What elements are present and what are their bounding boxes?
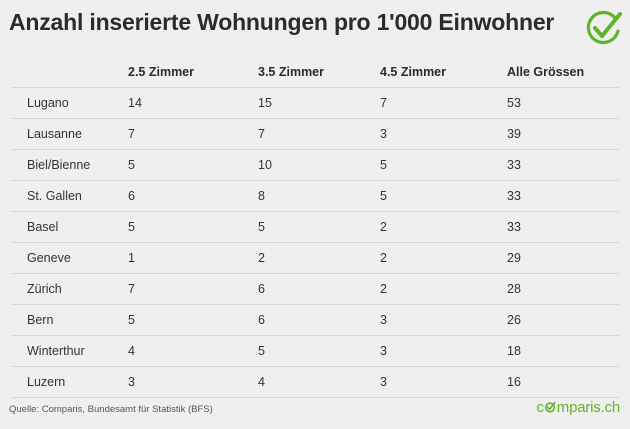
brand-check-o-icon xyxy=(545,401,556,413)
table-cell: 26 xyxy=(507,313,521,327)
table-cell: 33 xyxy=(507,220,521,234)
table-row: Basel 5 5 2 33 xyxy=(11,212,619,243)
column-header: 3.5 Zimmer xyxy=(258,65,325,79)
table-cell: 6 xyxy=(258,282,265,296)
row-label: Lugano xyxy=(27,96,69,110)
table-row: Luzern 3 4 3 16 xyxy=(11,367,619,398)
row-label: Lausanne xyxy=(27,127,82,141)
page-title: Anzahl inserierte Wohnungen pro 1'000 Ei… xyxy=(9,9,555,35)
table-cell: 7 xyxy=(128,127,135,141)
table-cell: 10 xyxy=(258,158,272,172)
table-row: Lugano 14 15 7 53 xyxy=(11,88,619,119)
row-label: Geneve xyxy=(27,251,71,265)
row-label: Luzern xyxy=(27,375,66,389)
table-cell: 5 xyxy=(258,220,265,234)
table-cell: 8 xyxy=(258,189,265,203)
table-cell: 5 xyxy=(380,158,387,172)
row-label: Zürich xyxy=(27,282,62,296)
table-cell: 5 xyxy=(128,313,135,327)
table-cell: 3 xyxy=(380,313,387,327)
table-cell: 14 xyxy=(128,96,142,110)
table-cell: 6 xyxy=(258,313,265,327)
table-cell: 28 xyxy=(507,282,521,296)
table-cell: 7 xyxy=(258,127,265,141)
table-cell: 5 xyxy=(258,344,265,358)
table-cell: 16 xyxy=(507,375,521,389)
table-cell: 4 xyxy=(258,375,265,389)
table-cell: 33 xyxy=(507,189,521,203)
table-cell: 6 xyxy=(128,189,135,203)
table-cell: 3 xyxy=(128,375,135,389)
table-cell: 5 xyxy=(128,220,135,234)
table-row: Zürich 7 6 2 28 xyxy=(11,274,619,305)
source-note: Quelle: Comparis, Bundesamt für Statisti… xyxy=(9,404,213,415)
table-cell: 18 xyxy=(507,344,521,358)
table-cell: 2 xyxy=(380,220,387,234)
row-label: Biel/Bienne xyxy=(27,158,91,172)
table-row: Biel/Bienne 5 10 5 33 xyxy=(11,150,619,181)
table-cell: 5 xyxy=(380,189,387,203)
table-cell: 29 xyxy=(507,251,521,265)
table-cell: 2 xyxy=(258,251,265,265)
brand-logo: c mparis.ch xyxy=(536,399,620,416)
table-cell: 2 xyxy=(380,282,387,296)
column-header: 2.5 Zimmer xyxy=(128,65,195,79)
table-row: St. Gallen 6 8 5 33 xyxy=(11,181,619,212)
row-label: Winterthur xyxy=(27,344,85,358)
table-cell: 4 xyxy=(128,344,135,358)
row-label: St. Gallen xyxy=(27,189,82,203)
table-cell: 7 xyxy=(380,96,387,110)
table-cell: 2 xyxy=(380,251,387,265)
green-checkmark-circle-icon xyxy=(586,10,622,45)
table-cell: 5 xyxy=(128,158,135,172)
column-header: Alle Grössen xyxy=(507,65,585,79)
table-cell: 53 xyxy=(507,96,521,110)
table-cell: 15 xyxy=(258,96,272,110)
table-cell: 33 xyxy=(507,158,521,172)
table-row: Lausanne 7 7 3 39 xyxy=(11,119,619,150)
table-cell: 3 xyxy=(380,127,387,141)
table-cell: 3 xyxy=(380,375,387,389)
table-cell: 7 xyxy=(128,282,135,296)
table-cell: 1 xyxy=(128,251,135,265)
table-cell: 39 xyxy=(507,127,521,141)
table-header-row: 2.5 Zimmer 3.5 Zimmer 4.5 Zimmer Alle Gröss… xyxy=(11,57,619,88)
data-table: 2.5 Zimmer 3.5 Zimmer 4.5 Zimmer Alle Gröss… xyxy=(11,57,619,398)
table-cell: 3 xyxy=(380,344,387,358)
table-row: Geneve 1 2 2 29 xyxy=(11,243,619,274)
table-row: Bern 5 6 3 26 xyxy=(11,305,619,336)
row-label: Bern xyxy=(27,313,54,327)
table-row: Winterthur 4 5 3 18 xyxy=(11,336,619,367)
column-header: 4.5 Zimmer xyxy=(380,65,447,79)
row-label: Basel xyxy=(27,220,59,234)
